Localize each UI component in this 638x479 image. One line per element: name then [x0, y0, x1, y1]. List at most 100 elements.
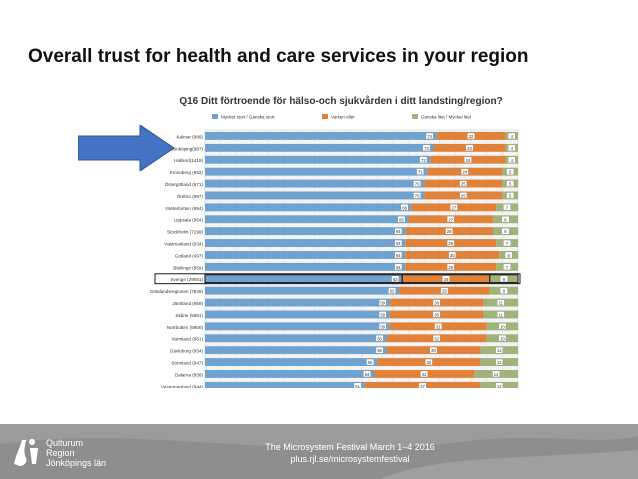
data-label-box — [501, 216, 510, 223]
bar-segment — [205, 239, 406, 247]
data-label-box — [445, 228, 453, 235]
category-label: Sörmland (947) — [171, 361, 203, 366]
data-label: 64 — [396, 229, 401, 234]
data-label: 62 — [390, 289, 395, 294]
legend-swatch — [212, 114, 218, 119]
bar-segment — [205, 370, 375, 378]
category-label: Sverige (29081) — [170, 277, 203, 282]
data-label-box — [420, 370, 428, 378]
category-label: Uppsala (954) — [174, 218, 203, 223]
bar-segment — [205, 334, 387, 343]
category-label: Östergötland (971) — [165, 181, 204, 187]
bar-segment — [205, 227, 406, 236]
data-label-box — [446, 216, 455, 223]
data-label: 6 — [507, 253, 510, 258]
data-label: 30 — [434, 313, 439, 318]
data-label: 72 — [421, 158, 426, 163]
data-label-box — [429, 347, 438, 354]
category-label: Gävleborg (954) — [170, 349, 204, 354]
category-label: Kalmar (989) — [176, 134, 203, 139]
data-label-box — [375, 335, 384, 342]
bar-segment — [205, 358, 378, 366]
bar-segment — [205, 143, 434, 152]
data-label: 4 — [511, 146, 514, 151]
data-label-box — [446, 263, 455, 270]
data-label: 33 — [426, 360, 431, 365]
data-label-box — [425, 358, 433, 366]
data-label: 32 — [434, 336, 439, 341]
data-label-box — [450, 204, 458, 211]
data-label: 58 — [377, 336, 382, 341]
data-label-box — [394, 251, 403, 259]
data-label: 59 — [380, 313, 385, 318]
data-label-box — [363, 370, 371, 378]
legend-label: Varken eller — [331, 115, 355, 120]
data-label: 8 — [504, 229, 507, 234]
bar-segment — [205, 251, 406, 259]
bar-segment — [205, 215, 409, 224]
data-label-box — [464, 156, 472, 163]
data-label: 24 — [462, 170, 467, 175]
data-label: 73 — [424, 146, 429, 151]
data-label: 71 — [418, 170, 423, 175]
data-label: 29 — [448, 241, 453, 246]
data-label: 5 — [509, 194, 512, 199]
footer-url-line: plus.rjl.se/microsystemfestival — [290, 454, 410, 464]
data-label: 9 — [503, 289, 506, 294]
data-label: 4 — [511, 134, 514, 139]
chart-panel: Q16 Ditt förtroende för hälso-och sjukvå… — [150, 88, 532, 388]
data-label: 11 — [499, 301, 504, 306]
data-label: 23 — [467, 146, 472, 151]
footer-bar — [0, 424, 638, 479]
data-label: 5 — [509, 182, 512, 187]
data-label: 12 — [497, 360, 502, 365]
data-label-box — [432, 335, 441, 342]
data-label-box — [459, 192, 467, 199]
data-label: 29 — [442, 289, 447, 294]
data-label-box — [432, 299, 441, 306]
data-label-box — [459, 180, 467, 187]
data-label: 9 — [503, 277, 506, 282]
category-label: Dalarna (958) — [175, 372, 204, 377]
data-label-box — [418, 382, 427, 388]
data-label-box — [388, 287, 396, 294]
category-label: Kronoberg (952) — [170, 170, 204, 175]
data-label-box — [413, 180, 421, 187]
data-label: 14 — [494, 372, 499, 377]
legend-label: Ganska litet / Mycket litet — [421, 115, 472, 120]
legend-label: Mycket stort / Ganska stort — [221, 115, 275, 120]
bar-segment — [205, 179, 425, 188]
stacked-bar-chart: Q16 Ditt förtroende för hälso-och sjukvå… — [150, 95, 521, 388]
data-label-box — [440, 287, 449, 294]
data-label-box — [495, 382, 503, 388]
data-label: 58 — [377, 348, 382, 353]
bar-segment — [205, 298, 390, 307]
data-label: 59 — [380, 324, 385, 329]
bar-segment — [205, 191, 425, 200]
logo-text-county: Jönköpings län — [46, 458, 106, 468]
data-label: 22 — [469, 134, 474, 139]
data-label: 31 — [436, 324, 441, 329]
data-label: 59 — [380, 301, 385, 306]
bar-segment — [205, 132, 437, 140]
data-label: 37 — [420, 384, 425, 388]
data-label-box — [503, 204, 511, 211]
chart-row-labels: Kalmar (989) Jönköping(987) Halland(1419) K… — [150, 134, 203, 388]
data-label: 12 — [497, 348, 502, 353]
bar-segment — [205, 322, 390, 331]
bar-segment — [205, 381, 365, 388]
data-label: 7 — [506, 205, 509, 210]
data-label: 7 — [506, 265, 509, 270]
data-label-box — [492, 370, 500, 378]
category-label: Västra Götalandsregionen (7849) — [150, 289, 203, 294]
data-label-box — [498, 323, 507, 330]
data-label-box — [366, 358, 374, 366]
data-label-box — [394, 263, 403, 270]
data-label-box — [467, 132, 475, 140]
data-label: 64 — [396, 265, 401, 270]
data-label: 28 — [447, 229, 452, 234]
data-label-box — [507, 132, 516, 140]
pointer-arrow-icon — [78, 125, 174, 171]
data-label-box — [497, 311, 505, 318]
data-label-box — [413, 192, 421, 199]
